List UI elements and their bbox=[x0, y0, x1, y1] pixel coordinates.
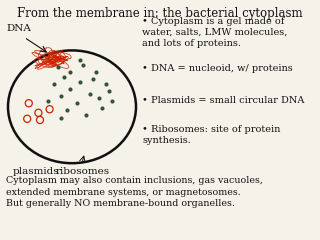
Text: DNA: DNA bbox=[6, 24, 31, 33]
Text: Cytoplasm may also contain inclusions, gas vacuoles,
extended membrane systems, : Cytoplasm may also contain inclusions, g… bbox=[6, 176, 263, 208]
Text: ribosomes: ribosomes bbox=[56, 167, 110, 176]
Text: plasmids: plasmids bbox=[13, 167, 60, 176]
Text: From the membrane in: the bacterial cytoplasm: From the membrane in: the bacterial cyto… bbox=[17, 7, 303, 20]
Text: • Plasmids = small circular DNA: • Plasmids = small circular DNA bbox=[142, 96, 305, 105]
Text: • Ribosomes: site of protein
synthesis.: • Ribosomes: site of protein synthesis. bbox=[142, 125, 281, 145]
Text: • DNA = nucleoid, w/ proteins: • DNA = nucleoid, w/ proteins bbox=[142, 64, 293, 72]
Text: • Cytoplasm is a gel made of
water, salts, LMW molecules,
and lots of proteins.: • Cytoplasm is a gel made of water, salt… bbox=[142, 17, 288, 48]
